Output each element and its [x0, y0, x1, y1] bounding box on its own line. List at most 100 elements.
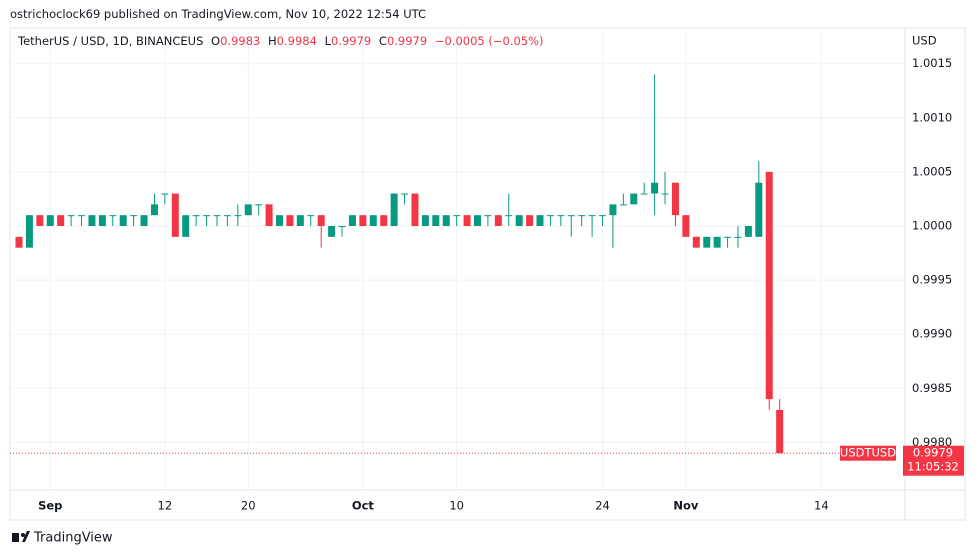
candle-body	[192, 215, 200, 217]
candle-body	[213, 215, 221, 217]
candle-body	[182, 215, 190, 237]
x-tick-label: Oct	[352, 499, 375, 513]
price-tag-countdown: 11:05:32	[907, 460, 959, 474]
candle-body	[744, 226, 752, 237]
ohlc-label: L	[324, 34, 331, 48]
candle-body	[651, 182, 659, 194]
candle-body	[130, 215, 138, 217]
candle-body	[630, 193, 638, 205]
candle-body	[359, 215, 367, 226]
candle-body	[640, 193, 648, 195]
publisher: ostrichoclock69 published on TradingView…	[10, 7, 427, 21]
candle-body	[557, 215, 565, 217]
x-tick-label: Sep	[38, 499, 62, 513]
candle-body	[36, 215, 44, 226]
brand: TradingView	[33, 531, 113, 546]
candle-body	[328, 226, 336, 237]
logo: TradingView	[12, 531, 113, 546]
y-tick-label: 1.0015	[912, 56, 952, 70]
candle-body	[338, 226, 346, 227]
candle-body	[348, 215, 356, 226]
candle-body	[296, 215, 304, 226]
x-tick-label: 14	[814, 499, 829, 513]
candle-body	[67, 215, 75, 217]
candle-body	[536, 215, 544, 226]
candle-body	[369, 215, 377, 226]
candle-body	[432, 215, 440, 226]
symbol: TetherUS / USD, 1D, BINANCEUS	[18, 34, 204, 48]
axes: 0.9980 0.9985 0.9990 0.9995 1.0000 1.0005 1.00…	[38, 56, 952, 512]
candle-body	[276, 215, 283, 226]
candles	[15, 74, 784, 454]
ohlc-label: H	[268, 34, 277, 48]
x-tick-label: 24	[595, 499, 610, 513]
change: −0.0005 (−0.05%)	[434, 34, 544, 48]
candle-body	[776, 409, 784, 454]
grid	[10, 28, 905, 490]
candle-body	[286, 215, 294, 226]
candle-body	[609, 204, 617, 216]
candle-body	[453, 215, 461, 217]
candle-body	[78, 215, 86, 217]
candle-body	[411, 193, 419, 226]
chart-frame	[9, 27, 966, 521]
ohlc-value: 0.9979	[386, 34, 428, 48]
candle-body	[265, 204, 273, 226]
candle-body	[98, 215, 106, 226]
candle-body	[494, 215, 502, 226]
x-tick-label: 10	[449, 499, 464, 513]
candle-body	[140, 215, 148, 226]
candle-body	[505, 215, 513, 217]
candle-body	[526, 215, 534, 226]
price-tag-price: 0.9979	[913, 446, 953, 460]
ohlc-value: 0.9983	[220, 34, 261, 48]
candle-body	[150, 204, 158, 216]
candle-body	[119, 215, 127, 226]
ohlc-label: C	[378, 34, 387, 48]
candle-body	[57, 215, 65, 226]
candle-body	[317, 215, 325, 226]
axis-unit: USD	[912, 34, 937, 48]
y-tick-label: 0.9985	[912, 381, 952, 395]
candle-body	[15, 236, 23, 248]
ohlc-value: 0.9979	[331, 34, 372, 48]
candle-body	[671, 182, 679, 216]
candle-body	[421, 215, 429, 226]
candle-body	[244, 204, 252, 216]
candle-body	[515, 215, 523, 226]
x-tick-label: Nov	[673, 499, 699, 513]
candle-body	[692, 236, 700, 248]
candle-body	[724, 236, 732, 238]
candle-body	[619, 204, 627, 206]
candle-body	[734, 236, 742, 238]
candle-body	[765, 171, 773, 400]
candle-body	[203, 215, 211, 217]
candle-body	[546, 215, 554, 217]
candle-body	[223, 215, 231, 217]
candle-body	[661, 193, 669, 195]
candle-body	[109, 215, 117, 217]
y-tick-label: 1.0000	[912, 219, 952, 233]
candle-body	[713, 236, 721, 248]
legend: TetherUS / USD, 1D, BINANCEUS O0.9983 H0…	[18, 34, 548, 48]
candle-body	[567, 215, 575, 217]
candle-body	[442, 215, 450, 226]
candle-body	[88, 215, 96, 226]
price-tag	[903, 445, 964, 476]
ohlc-value: 0.9984	[276, 34, 317, 48]
symbol-tag-text: USDTUSD	[840, 446, 896, 460]
candle-body	[703, 236, 711, 248]
candle-body	[599, 215, 607, 217]
candle-body	[255, 204, 263, 206]
candle-body	[682, 215, 690, 237]
x-tick-label: 12	[158, 499, 173, 513]
candle-body	[25, 215, 33, 248]
candle-body	[234, 215, 242, 217]
candle-body	[390, 193, 398, 226]
symbol-tag	[840, 445, 896, 461]
y-tick-label: 0.9990	[912, 327, 952, 341]
y-tick-label: 1.0010	[912, 110, 952, 124]
candle-body	[401, 193, 409, 195]
candle-body	[380, 215, 388, 226]
